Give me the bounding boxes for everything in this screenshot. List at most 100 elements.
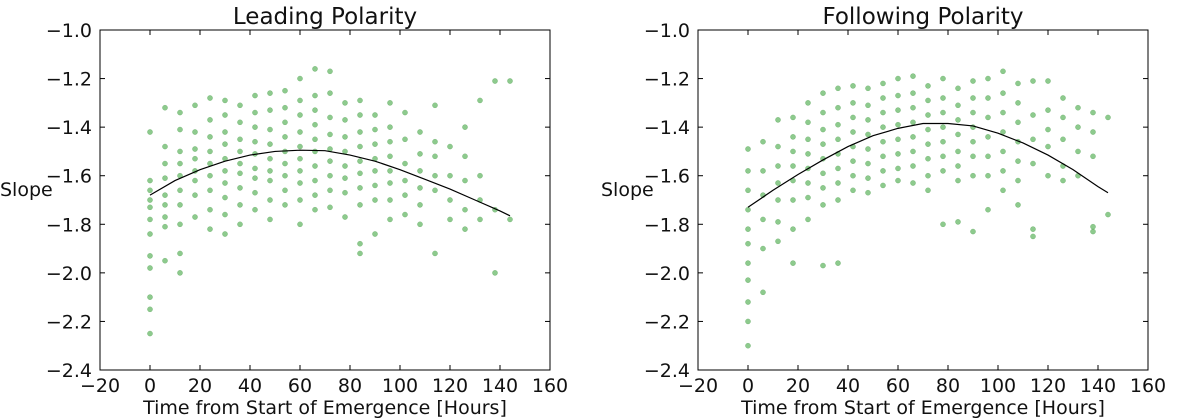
data-point bbox=[880, 124, 886, 130]
data-point bbox=[267, 107, 273, 113]
data-point bbox=[147, 253, 153, 259]
data-point bbox=[805, 151, 811, 157]
data-point bbox=[372, 168, 378, 174]
data-point bbox=[880, 138, 886, 145]
data-point bbox=[267, 155, 273, 162]
data-point bbox=[372, 231, 378, 237]
data-point bbox=[387, 168, 393, 174]
data-point bbox=[372, 182, 378, 189]
data-point bbox=[835, 121, 841, 128]
data-point bbox=[805, 119, 811, 126]
data-point bbox=[222, 97, 228, 104]
data-point bbox=[865, 131, 871, 138]
data-point bbox=[910, 148, 916, 155]
x-tick-label: 120 bbox=[432, 375, 468, 397]
data-point bbox=[835, 104, 841, 111]
data-point bbox=[192, 192, 198, 198]
data-point bbox=[207, 172, 213, 179]
data-point bbox=[1090, 109, 1096, 116]
data-point bbox=[835, 85, 841, 92]
data-point bbox=[775, 117, 781, 123]
data-point bbox=[910, 180, 916, 186]
data-point bbox=[850, 172, 856, 179]
data-point bbox=[417, 185, 423, 191]
data-point bbox=[865, 189, 871, 196]
fit-line bbox=[747, 122, 1109, 208]
x-tick-label: 100 bbox=[980, 375, 1016, 397]
data-point bbox=[1090, 129, 1096, 135]
data-point bbox=[745, 277, 751, 283]
data-point bbox=[267, 90, 273, 96]
data-point bbox=[147, 231, 153, 237]
data-point bbox=[850, 100, 856, 106]
data-point bbox=[745, 342, 751, 349]
data-point bbox=[1075, 124, 1081, 130]
data-point bbox=[865, 85, 871, 92]
data-point bbox=[835, 197, 841, 203]
data-point bbox=[895, 75, 901, 82]
data-point bbox=[865, 146, 871, 152]
data-point bbox=[910, 73, 916, 79]
x-tick-label: 60 bbox=[288, 375, 312, 397]
data-point bbox=[745, 168, 751, 174]
data-point bbox=[357, 170, 363, 177]
data-point bbox=[745, 260, 751, 266]
data-point bbox=[447, 172, 453, 179]
data-point bbox=[940, 95, 946, 101]
data-point bbox=[477, 97, 483, 104]
data-point bbox=[402, 160, 408, 167]
data-point bbox=[147, 187, 153, 194]
data-point bbox=[282, 172, 288, 179]
data-point bbox=[1075, 148, 1081, 155]
data-point bbox=[252, 165, 258, 172]
data-point bbox=[835, 165, 841, 172]
data-point bbox=[402, 192, 408, 198]
data-point bbox=[1030, 78, 1036, 84]
y-tick-label: −1.2 bbox=[644, 69, 690, 91]
data-point bbox=[177, 148, 183, 155]
data-point bbox=[820, 185, 826, 191]
y-axis-label: Slope bbox=[0, 179, 53, 201]
data-point bbox=[790, 260, 796, 266]
x-tick-label: 40 bbox=[238, 375, 262, 397]
data-point bbox=[925, 187, 931, 194]
data-point bbox=[147, 177, 153, 184]
data-point bbox=[462, 206, 468, 213]
data-point bbox=[507, 78, 513, 84]
data-point bbox=[1090, 228, 1096, 235]
data-point bbox=[387, 216, 393, 223]
data-point bbox=[925, 112, 931, 118]
data-point bbox=[267, 141, 273, 147]
data-point bbox=[880, 95, 886, 101]
data-point bbox=[880, 168, 886, 174]
data-point bbox=[895, 92, 901, 99]
data-point bbox=[760, 138, 766, 145]
data-point bbox=[985, 95, 991, 101]
x-tick-label: 0 bbox=[742, 375, 754, 397]
data-point bbox=[910, 119, 916, 126]
data-point bbox=[1000, 187, 1006, 194]
data-point bbox=[237, 102, 243, 109]
data-point bbox=[775, 238, 781, 245]
data-point bbox=[1000, 109, 1006, 116]
data-point bbox=[387, 153, 393, 160]
data-point bbox=[342, 134, 348, 140]
data-point bbox=[985, 153, 991, 160]
data-point bbox=[1045, 126, 1051, 133]
data-point bbox=[805, 194, 811, 201]
y-tick-label: −2.0 bbox=[46, 263, 92, 285]
data-point bbox=[760, 168, 766, 174]
data-point bbox=[207, 148, 213, 155]
y-tick-label: −2.4 bbox=[46, 360, 92, 382]
data-point bbox=[955, 148, 961, 155]
data-point bbox=[880, 80, 886, 87]
data-point bbox=[790, 134, 796, 140]
x-tick-label: 20 bbox=[786, 375, 810, 397]
data-point bbox=[162, 175, 168, 181]
data-point bbox=[940, 109, 946, 116]
data-point bbox=[327, 68, 333, 75]
data-point bbox=[147, 204, 153, 211]
data-point bbox=[237, 170, 243, 177]
data-point bbox=[162, 160, 168, 167]
data-point bbox=[790, 163, 796, 169]
